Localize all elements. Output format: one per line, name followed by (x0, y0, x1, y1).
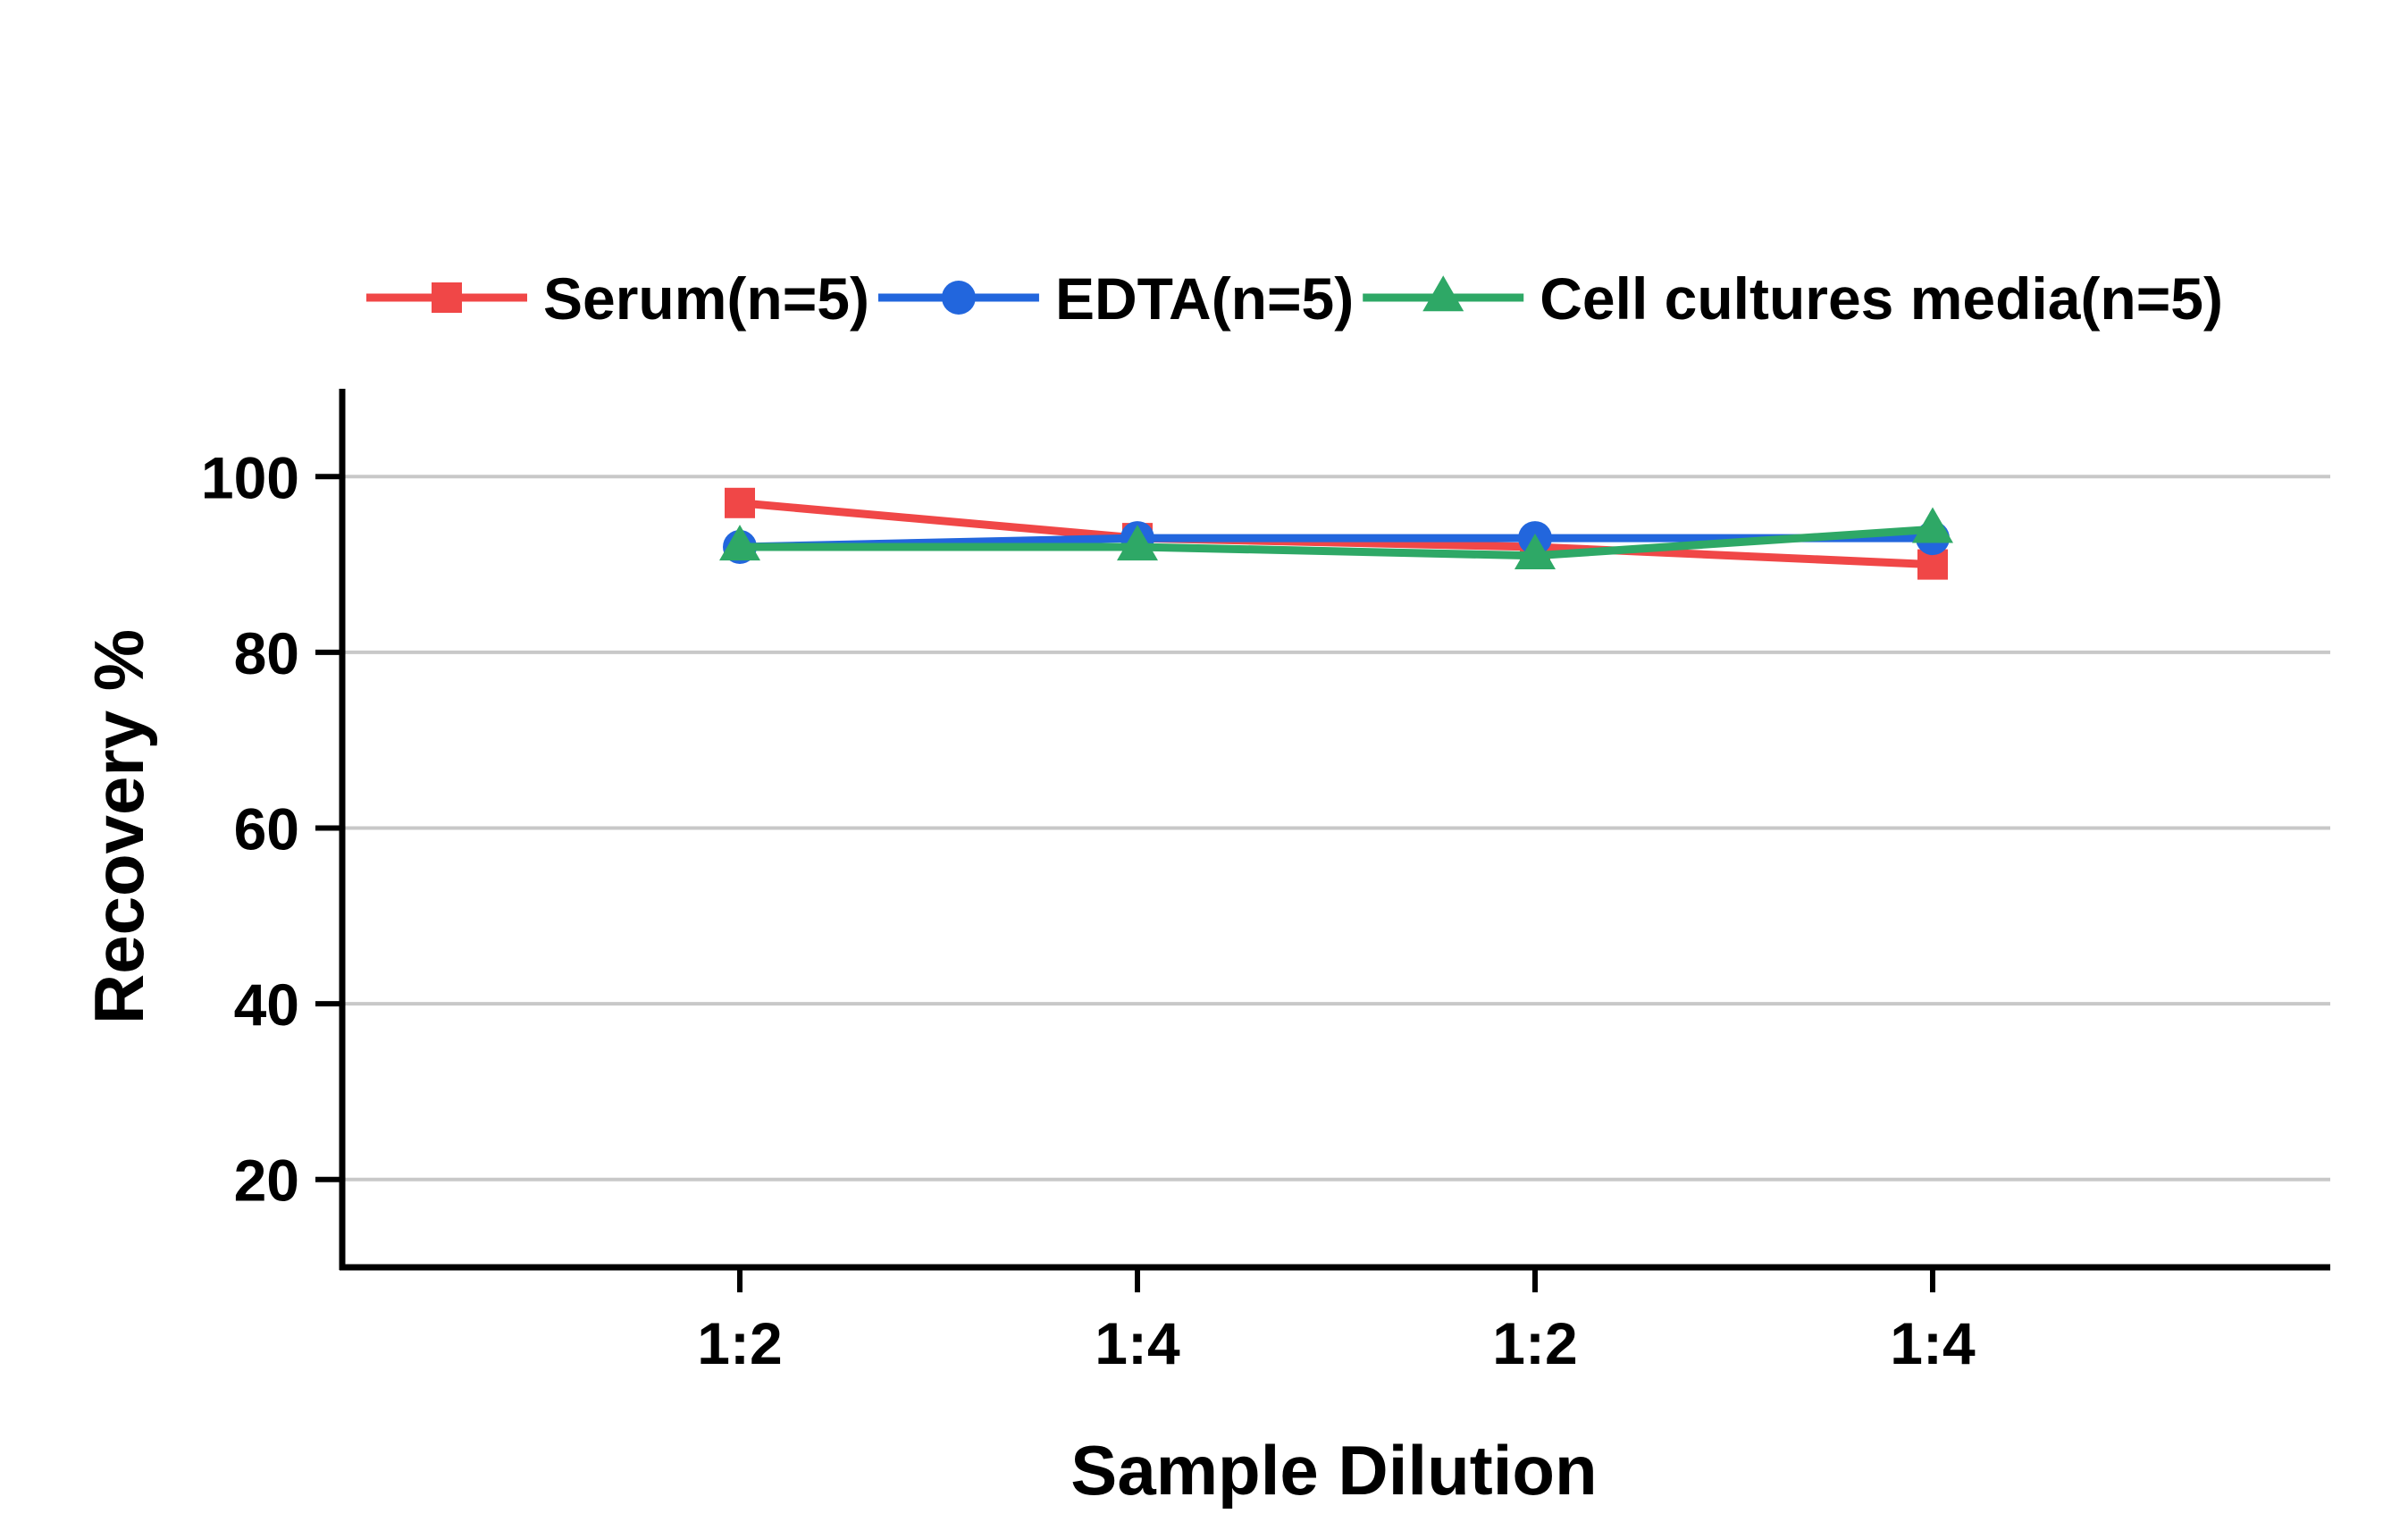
x-tick-label: 1:4 (1890, 1310, 1976, 1376)
y-axis-title: Recovery % (80, 629, 158, 1024)
legend-label: EDTA(n=5) (1055, 265, 1354, 332)
y-tick-label: 20 (234, 1148, 299, 1214)
x-tick-label: 1:4 (1095, 1310, 1180, 1376)
x-axis-title: Sample Dilution (1070, 1431, 1597, 1510)
data-point (1514, 533, 1556, 569)
legend: Serum(n=5) EDTA(n=5) Cell cultures media(n… (366, 265, 2223, 332)
legend-marker (1422, 275, 1464, 312)
legend-label: Cell cultures media(n=5) (1540, 265, 2223, 332)
y-tick-label: 40 (234, 971, 299, 1038)
series-line (739, 499, 1934, 569)
axes: 20 40 60 80 100 1:2 1:4 1:2 1:4 (201, 389, 2330, 1376)
legend-item: Serum(n=5) (366, 265, 869, 332)
x-tick-label: 1:2 (1492, 1310, 1577, 1376)
x-tick-label: 1:2 (697, 1310, 782, 1376)
legend-label: Serum(n=5) (543, 265, 869, 332)
legend-item: EDTA(n=5) (877, 265, 1354, 332)
data-point (1912, 507, 1953, 543)
legend-marker (941, 281, 976, 315)
y-tick-label: 80 (234, 620, 299, 686)
grid-lines (342, 475, 2330, 1182)
y-tick-label: 100 (201, 444, 299, 510)
legend-item: Cell cultures media(n=5) (1363, 265, 2223, 332)
series-line (740, 525, 1934, 560)
legend-marker (432, 282, 462, 313)
series-line (739, 534, 1933, 551)
y-tick-label: 60 (234, 796, 299, 862)
series-lines (719, 487, 1953, 580)
data-point (725, 487, 755, 518)
data-point (1117, 525, 1158, 561)
data-point (719, 525, 760, 561)
